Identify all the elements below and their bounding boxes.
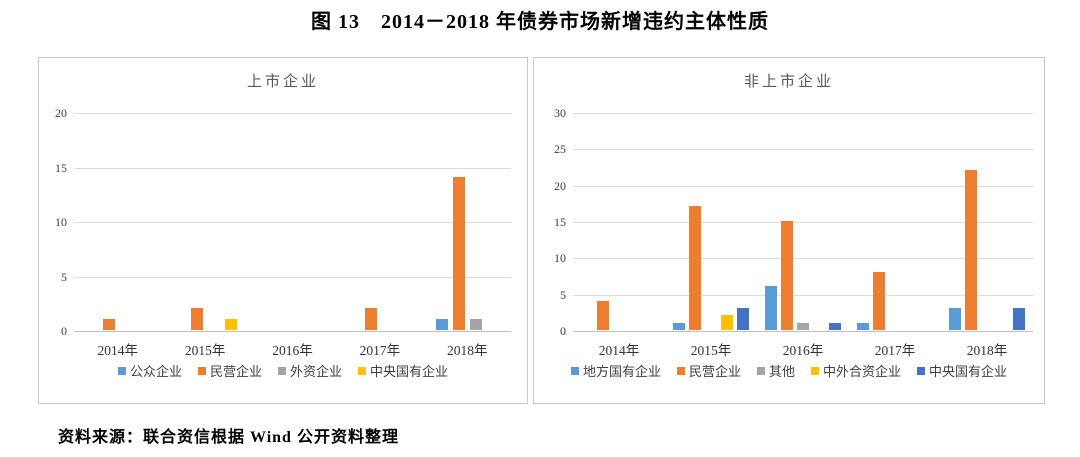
y-tick-label: 10 (554, 251, 566, 266)
legend: 地方国有企业 民营企业 其他 中外合资企业 中央国有企业 (534, 361, 1044, 380)
legend-swatch (197, 366, 206, 375)
legend-label: 中央国有企业 (929, 364, 1008, 379)
figure-title: 图 13 2014－2018 年债券市场新增违约主体性质 (311, 11, 769, 33)
x-tick-label: 2014年 (97, 343, 138, 358)
y-tick-label: 0 (560, 324, 566, 338)
source-note: 资料来源：联合资信根据 Wind 公开资料整理 (58, 429, 399, 446)
chart-panel-unlisted-companies: 非上市企业 0 5 10 15 20 25 30 2014年 2015年 2016年 2017年 201… (533, 57, 1045, 404)
x-tick-label: 2014年 (598, 343, 640, 358)
x-tick-label: 2016年 (272, 343, 313, 358)
legend-label: 民营企业 (209, 364, 262, 379)
bar-2017年-民营企业 (365, 308, 378, 330)
legend-label: 其他 (768, 364, 795, 379)
y-tick-label: 25 (554, 142, 566, 157)
bar-2018年-民营企业 (452, 177, 465, 330)
x-tick-label: 2018年 (966, 343, 1008, 358)
bar-2016年-地方国有企业 (765, 286, 777, 330)
bar-2014年-民营企业 (103, 319, 116, 330)
y-tick-label: 5 (560, 287, 566, 302)
x-tick-label: 2017年 (359, 343, 401, 358)
legend: 公众企业 民营企业 外资企业 中央国有企业 (39, 361, 527, 380)
x-tick-label: 2016年 (782, 343, 824, 358)
bar-2018年-地方国有企业 (949, 308, 961, 330)
x-tick-label: 2015年 (690, 343, 732, 358)
legend-item: 外资企业 (278, 361, 342, 380)
legend-item: 民营企业 (197, 361, 262, 380)
legend-item: 中外合资企业 (811, 361, 901, 380)
legend-item: 其他 (756, 361, 795, 380)
x-tick-label: 2018年 (447, 343, 488, 358)
legend-swatch (117, 366, 126, 375)
bar-2015年-地方国有企业 (673, 322, 685, 330)
y-tick-label: 10 (55, 215, 67, 229)
gridline (573, 113, 1033, 114)
legend-item: 公众企业 (117, 361, 182, 380)
chart-panel-listed-companies: 上市企业 0 5 10 15 20 2014年 2015年 2016年 2017年 2018年公众企… (38, 57, 528, 404)
plot-area: 0 5 10 15 20 2014年 2015年 2016年 2017年 2018年 (55, 106, 511, 358)
gridline (573, 185, 1033, 187)
gridline (74, 167, 511, 169)
bar-2018年-民营企业 (965, 170, 977, 330)
legend-label: 外资企业 (290, 364, 343, 379)
gridline (74, 222, 511, 223)
bar-2017年-民营企业 (873, 271, 885, 330)
bar-2015年-民营企业 (190, 308, 203, 330)
legend-item: 中央国有企业 (917, 361, 1007, 380)
bar-2014年-民营企业 (597, 300, 609, 330)
x-tick-label: 2017年 (874, 343, 916, 358)
legend-label: 民营企业 (688, 364, 741, 379)
y-tick-label: 5 (61, 269, 67, 284)
y-tick-label: 0 (61, 324, 67, 338)
y-tick-label: 20 (554, 178, 566, 193)
bar-2018年-外资企业 (469, 319, 482, 330)
legend-swatch (917, 366, 926, 375)
plot-area: 0 5 10 15 20 25 30 2014年 2015年 2016年 2017年 2018年 (554, 106, 1033, 358)
legend-item: 地方国有企业 (570, 361, 661, 380)
legend-swatch (570, 366, 579, 375)
y-tick-label: 15 (55, 160, 67, 175)
chart-title: 上市企业 (246, 74, 319, 90)
gridline (74, 113, 511, 114)
bar-2017年-地方国有企业 (857, 322, 869, 330)
y-tick-label: 15 (554, 215, 566, 229)
legend-label: 地方国有企业 (582, 364, 661, 379)
legend-swatch (756, 366, 765, 375)
gridline (74, 276, 511, 278)
y-tick-label: 20 (55, 106, 67, 120)
chart-title: 非上市企业 (743, 74, 834, 90)
legend-label: 中外合资企业 (823, 364, 902, 379)
x-tick-label: 2015年 (184, 343, 226, 358)
bar-2016年-其他 (797, 322, 809, 330)
bar-2015年-中外合资企业 (721, 315, 733, 330)
legend-swatch (811, 366, 819, 375)
legend-label: 中央国有企业 (370, 364, 449, 379)
bar-2018年-中央国有企业 (1013, 308, 1025, 330)
legend-item: 民营企业 (676, 361, 741, 380)
gridline (573, 149, 1033, 151)
gridline (573, 258, 1033, 260)
bar-2016年-中央国有企业 (829, 322, 841, 330)
legend-item: 中央国有企业 (358, 361, 448, 380)
gridline (573, 331, 1033, 332)
legend-swatch (358, 366, 367, 375)
gridline (74, 331, 511, 332)
bar-2015年-民营企业 (689, 206, 701, 330)
bar-2018年-公众企业 (435, 319, 448, 330)
legend-swatch (278, 366, 286, 375)
y-tick-label: 30 (554, 106, 566, 120)
bar-2015年-中央国有企业 (224, 319, 237, 330)
bar-2015年-中央国有企业 (737, 308, 749, 330)
legend-swatch (676, 366, 685, 375)
bar-2016年-民营企业 (781, 221, 793, 330)
gridline (573, 294, 1033, 296)
legend-label: 公众企业 (129, 364, 182, 379)
gridline (573, 222, 1033, 223)
